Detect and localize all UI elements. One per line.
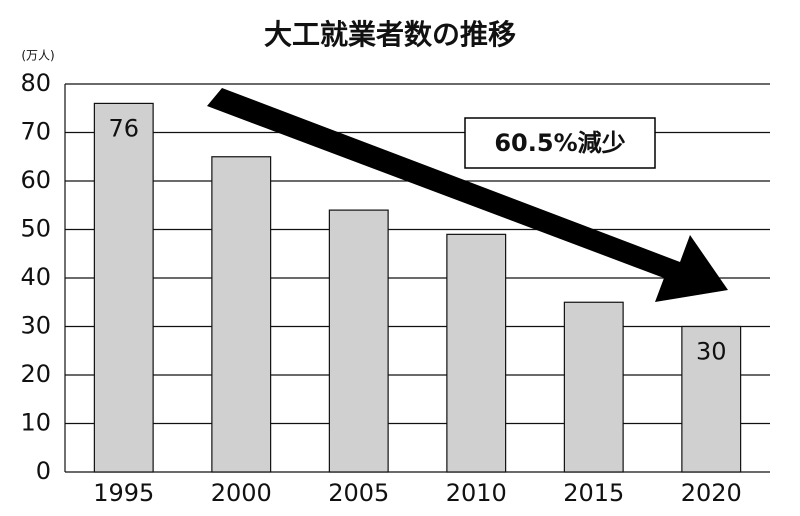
y-tick-label: 30 xyxy=(20,312,51,340)
bar xyxy=(446,233,507,473)
bar xyxy=(93,102,154,473)
x-tick-label: 2005 xyxy=(328,479,389,507)
y-tick-label: 50 xyxy=(20,215,51,243)
x-tick-label: 2010 xyxy=(446,479,507,507)
annotation-box xyxy=(464,117,656,169)
y-tick-label: 20 xyxy=(20,360,51,388)
bar xyxy=(681,325,742,473)
x-tick-label: 1995 xyxy=(93,479,154,507)
bar xyxy=(328,209,389,473)
plot: 0 10 20 30 40 50 60 70 80 1995 76 2000 2005 2010 2015 2… xyxy=(20,69,770,507)
bar xyxy=(563,301,624,473)
y-unit: (万人) xyxy=(21,49,54,63)
y-tick-label: 10 xyxy=(20,409,51,437)
y-tick-label: 80 xyxy=(20,69,51,97)
data-label: 30 xyxy=(696,338,727,366)
x-tick-label: 2000 xyxy=(211,479,272,507)
chart-title: 大工就業者数の推移 xyxy=(264,18,516,51)
y-tick-label: 0 xyxy=(36,457,51,485)
trend-arrow xyxy=(207,88,728,302)
y-tick-label: 70 xyxy=(20,118,51,146)
annotation: 60.5%減少 xyxy=(494,129,625,157)
x-tick-label: 2020 xyxy=(681,479,742,507)
x-tick-label: 2015 xyxy=(563,479,624,507)
y-tick-label: 60 xyxy=(20,166,51,194)
y-tick-label: 40 xyxy=(20,263,51,291)
data-label: 76 xyxy=(108,114,139,142)
bar xyxy=(211,156,272,473)
